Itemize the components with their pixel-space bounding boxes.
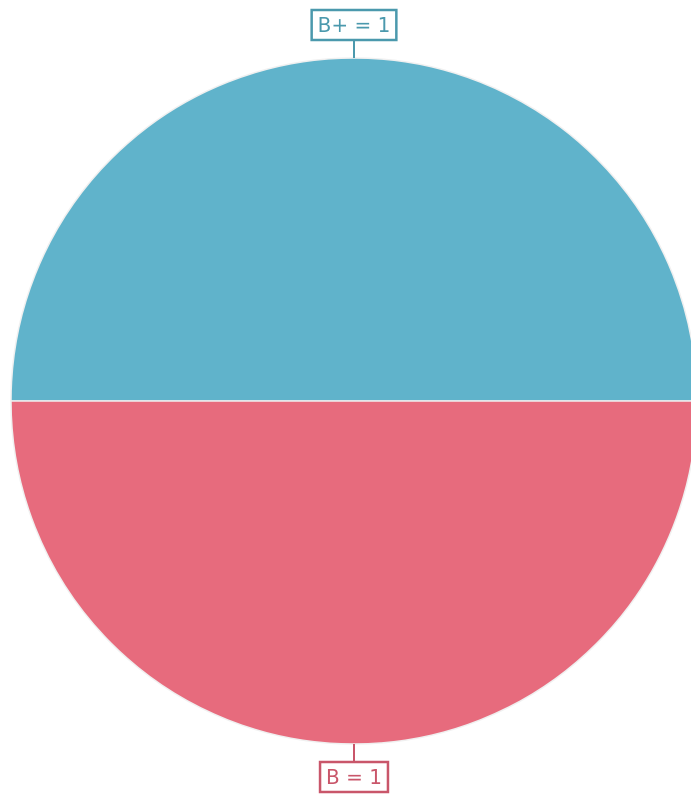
slice-label-text: B = 1 [326, 765, 382, 789]
slice-label: B = 1 [318, 760, 390, 794]
slice-label-text: B+ = 1 [318, 13, 391, 37]
slice-label: B+ = 1 [310, 8, 398, 42]
labels-layer: B+ = 1 B = 1 [310, 8, 398, 794]
slices-layer [10, 57, 691, 745]
pie-slice-b[interactable] [10, 400, 691, 745]
slice-label-box [310, 8, 398, 42]
pie-slice-b-plus[interactable] [10, 57, 691, 402]
slice-label-box [318, 760, 390, 794]
